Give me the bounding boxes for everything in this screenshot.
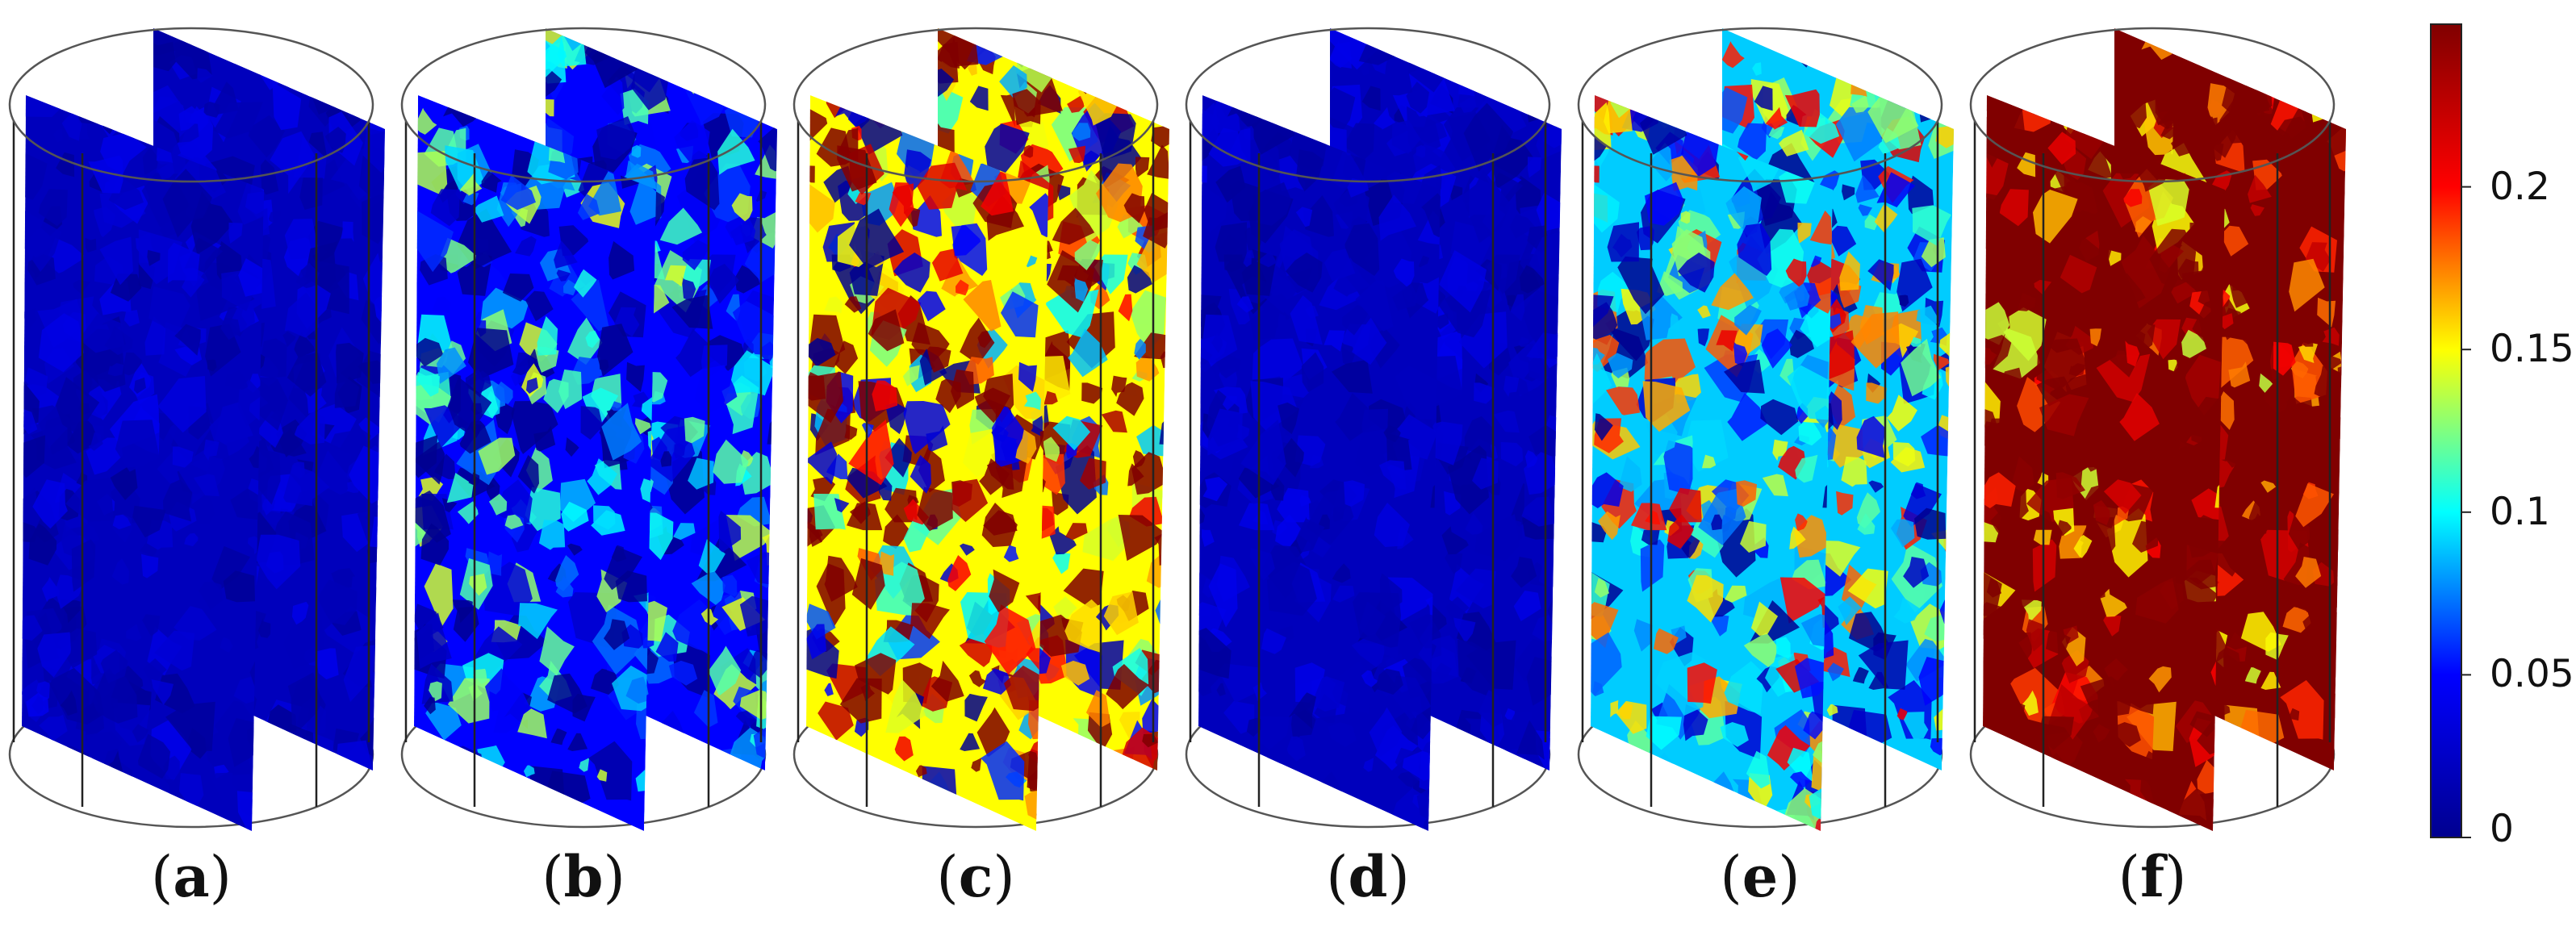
colorbar-gradient	[2430, 23, 2462, 838]
cylinder-top-rim	[1577, 27, 1943, 183]
panel-e	[1577, 27, 1954, 831]
field-plate-front	[414, 95, 656, 831]
panel-label-c: (c)	[936, 843, 1015, 910]
panel-c	[792, 27, 1169, 831]
panel-label-e: (e)	[1720, 843, 1800, 910]
cylinder-top-rim	[792, 27, 1159, 183]
field-plate-front	[22, 95, 264, 831]
cylinder-top-rim	[1969, 27, 2336, 183]
colorbar-tick-label: 0.1	[2490, 489, 2550, 534]
panel-b	[400, 27, 777, 831]
colorbar-tick-label: 0.15	[2490, 327, 2574, 372]
cylinder-top-rim	[1185, 27, 1551, 183]
panel-a	[8, 27, 385, 831]
panel-label-a: (a)	[151, 843, 232, 910]
panel-d	[1185, 27, 1562, 831]
panel-label-f: (f)	[2118, 843, 2187, 910]
panel-label-d: (d)	[1326, 843, 1410, 910]
cylinder-top-rim	[400, 27, 767, 183]
colorbar-tick-label: 0	[2490, 807, 2514, 851]
colorbar-tick-label: 0.2	[2490, 164, 2550, 209]
field-plate-front	[1983, 95, 2225, 831]
colorbar	[2430, 23, 2471, 838]
colorbar-tick-label: 0.05	[2490, 652, 2574, 697]
cylinder-top-rim	[8, 27, 374, 183]
panel-label-b: (b)	[542, 843, 625, 910]
panel-f	[1969, 27, 2346, 831]
